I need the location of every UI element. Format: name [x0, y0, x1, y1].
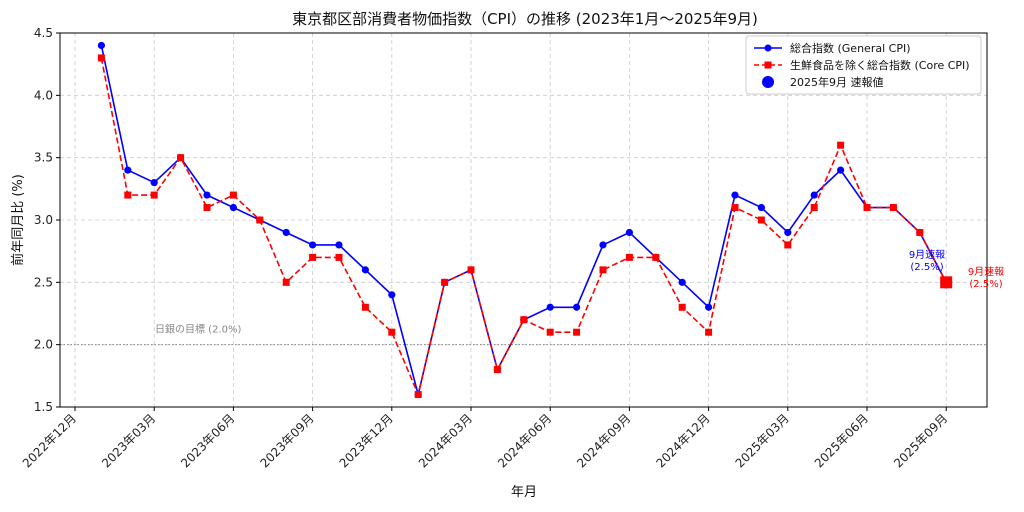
- point-general-2023-09: [309, 241, 317, 249]
- point-core-2024-01: [414, 391, 422, 399]
- legend-label-core: 生鮮食品を除く総合指数 (Core CPI): [790, 58, 970, 72]
- point-general-2023-11: [361, 266, 369, 274]
- point-core-2023-05: [203, 204, 211, 212]
- point-core-2023-12: [388, 328, 396, 336]
- point-core-2023-02: [124, 191, 132, 199]
- point-general-2023-03: [150, 179, 158, 187]
- point-general-2024-09: [625, 228, 634, 237]
- point-general-2023-02: [124, 166, 132, 174]
- y-tick-label: 4.5: [34, 26, 53, 40]
- point-general-2024-07: [573, 303, 581, 311]
- point-core-2023-06: [229, 191, 237, 199]
- target-reference-label: 日銀の目標 (2.0%): [155, 323, 241, 336]
- point-core-2024-09: [625, 253, 633, 261]
- point-core-2025-06: [863, 204, 871, 212]
- series-layer: [97, 41, 924, 399]
- preliminary-point-core: [940, 276, 953, 289]
- point-general-2023-05: [203, 191, 211, 199]
- point-core-2023-11: [361, 303, 369, 311]
- point-general-2023-01: [97, 41, 105, 50]
- point-core-2025-04: [810, 204, 818, 212]
- preliminary-connector-core: [919, 232, 947, 283]
- point-core-2024-10: [652, 253, 660, 261]
- point-core-2023-01: [97, 54, 105, 62]
- point-general-2023-10: [335, 241, 343, 249]
- chart-title: 東京都区部消費者物価指数（CPI）の推移 (2023年1月〜2025年9月): [292, 10, 758, 28]
- legend-marker-core: [764, 61, 772, 69]
- point-general-2024-12: [705, 303, 713, 311]
- legend-marker-preliminary: [762, 76, 774, 88]
- point-core-2025-05: [837, 141, 845, 149]
- point-core-2023-09: [309, 253, 317, 261]
- point-core-2025-03: [784, 241, 792, 249]
- point-general-2025-05: [837, 166, 845, 174]
- series-line-core: [100, 57, 921, 398]
- point-general-2025-04: [810, 191, 818, 199]
- point-core-2023-03: [150, 191, 158, 199]
- y-tick-label: 2.0: [34, 338, 53, 352]
- point-general-2023-12: [388, 291, 396, 299]
- point-general-2024-06: [546, 303, 554, 311]
- y-tick-label: 4.0: [34, 88, 53, 102]
- preliminary-label-core: 9月速報(2.5%): [968, 266, 1004, 290]
- point-core-2024-11: [678, 303, 686, 311]
- reference-line-layer: 日銀の目標 (2.0%): [60, 323, 987, 346]
- y-tick-label: 3.5: [34, 151, 53, 165]
- legend-label-preliminary: 2025年9月 速報値: [790, 75, 884, 89]
- point-general-2025-02: [757, 203, 766, 212]
- point-core-2023-10: [335, 253, 343, 261]
- point-core-2023-08: [282, 278, 290, 286]
- point-core-2024-12: [705, 328, 713, 336]
- y-tick-label: 2.5: [34, 275, 53, 289]
- point-general-2023-06: [229, 203, 237, 212]
- point-general-2024-08: [599, 241, 607, 249]
- y-tick-label: 3.0: [34, 213, 53, 227]
- point-core-2025-07: [889, 204, 897, 212]
- point-core-2023-07: [256, 216, 264, 224]
- point-general-2025-03: [784, 228, 792, 237]
- point-core-2025-01: [731, 204, 739, 212]
- point-general-2023-08: [282, 228, 290, 237]
- point-core-2023-04: [177, 154, 185, 162]
- point-core-2024-02: [441, 278, 449, 286]
- y-axis: 1.5 2.0 2.5 3.0 3.5 4.0 4.5: [34, 26, 60, 414]
- legend-label-general: 総合指数 (General CPI): [790, 41, 910, 55]
- x-axis-label: 年月: [511, 485, 537, 500]
- legend-marker-general: [764, 44, 772, 52]
- preliminary-label-general: 9月速報(2.5%): [909, 249, 945, 273]
- annotation-layer: 9月速報(2.5%) 9月速報(2.5%): [909, 232, 1004, 290]
- point-general-2024-11: [678, 278, 686, 286]
- y-axis-label: 前年同月比 (%): [10, 174, 26, 266]
- point-core-2025-02: [757, 216, 765, 224]
- point-core-2024-03: [467, 266, 475, 274]
- legend: 総合指数 (General CPI) 生鮮食品を除く総合指数 (Core CPI)…: [745, 35, 982, 95]
- point-core-2024-05: [520, 316, 528, 324]
- point-general-2025-01: [731, 191, 739, 199]
- point-core-2024-06: [546, 328, 554, 336]
- point-core-2024-08: [599, 266, 607, 274]
- point-core-2024-07: [573, 328, 581, 336]
- y-tick-label: 1.5: [34, 400, 53, 414]
- point-core-2024-04: [493, 366, 501, 374]
- legend-box: [745, 35, 982, 95]
